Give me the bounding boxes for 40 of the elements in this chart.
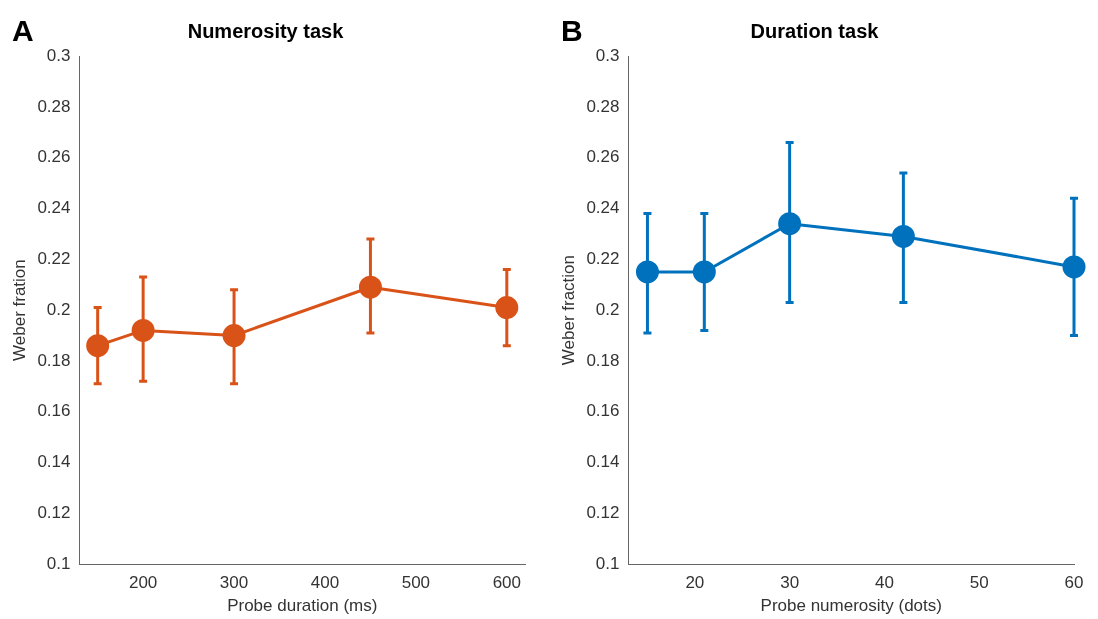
y-tick-label: 0.14 [37,452,71,472]
y-tick-label: 0.2 [46,299,71,319]
y-tick-label: 0.22 [586,248,620,268]
y-tick-label: 0.16 [586,401,620,421]
chart-title: Duration task [750,19,880,42]
y-tick-label: 0.28 [586,96,620,116]
y-tick-label: 0.3 [46,45,71,65]
x-tick-label: 40 [874,573,894,593]
y-tick-label: 0.1 [46,553,71,573]
y-tick-label: 0.22 [37,248,71,268]
y-tick-label: 0.3 [595,45,620,65]
y-tick-label: 0.12 [586,503,620,523]
y-tick-label: 0.12 [37,503,71,523]
y-tick-label: 0.14 [586,452,620,472]
x-axis-title: Probe duration (ms) [227,596,378,616]
y-tick-label: 0.24 [37,198,71,218]
y-tick-label: 0.18 [37,350,71,370]
y-tick-label: 0.18 [586,350,620,370]
y-tick-label: 0.16 [37,401,71,421]
x-tick-label: 500 [401,573,431,593]
text: A [12,14,34,48]
y-tick-label: 0.2 [595,299,620,319]
y-tick-label: 0.26 [586,147,620,167]
y-tick-label: 0.28 [37,96,71,116]
y-tick-label: 0.24 [586,198,620,218]
x-tick-label: 50 [969,573,989,593]
y-tick-label: 0.26 [37,147,71,167]
y-axis-title: Weber fraction [558,254,578,366]
x-tick-label: 600 [492,573,521,593]
y-tick-label: 0.1 [595,553,620,573]
chart-title: Numerosity task [187,19,345,42]
text: B [561,14,583,48]
x-tick-label: 300 [219,573,249,593]
x-tick-label: 200 [128,573,158,593]
x-tick-label: 30 [780,573,800,593]
x-tick-label: 400 [310,573,340,593]
x-axis-title: Probe numerosity (dots) [760,596,942,616]
x-tick-label: 20 [685,573,705,593]
y-axis-title: Weber fration [9,259,29,361]
x-tick-label: 60 [1064,573,1084,593]
